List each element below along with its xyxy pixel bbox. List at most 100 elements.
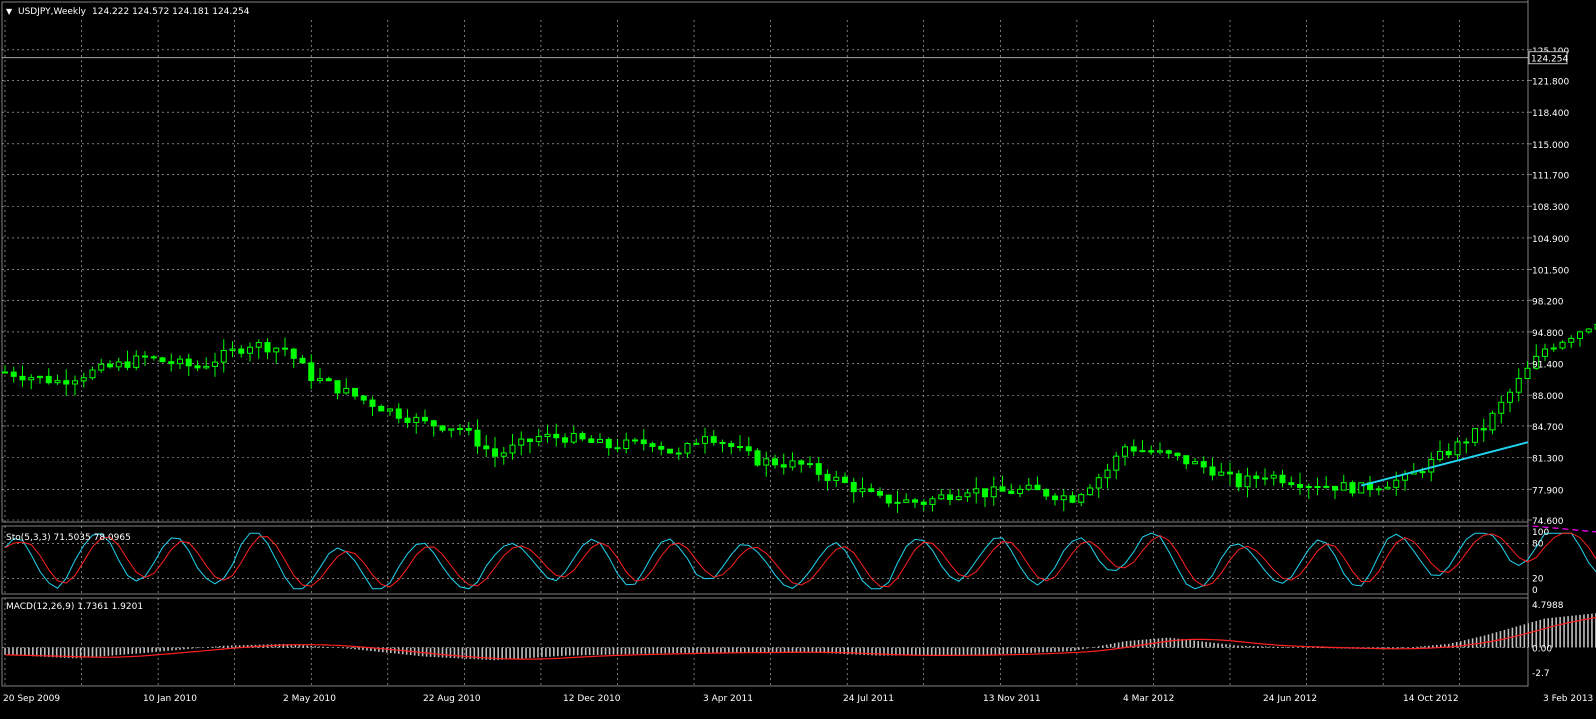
candle-body (789, 460, 796, 468)
candle-body (859, 488, 866, 493)
sto-signal-line (4, 532, 1596, 588)
candle-body (623, 439, 630, 450)
y-tick-label: 104.900 (1532, 235, 1569, 245)
candle-body (614, 447, 621, 450)
candle-body (150, 356, 157, 359)
macd-panel (2, 525, 1596, 661)
candle-body (1305, 486, 1312, 489)
y-tick-label: 94.800 (1532, 329, 1564, 339)
candle-body (588, 438, 595, 443)
candle-body (850, 481, 857, 493)
candle-body (1419, 471, 1426, 474)
candle-body (754, 450, 761, 466)
candle-body (710, 436, 717, 443)
candle-body (1025, 484, 1032, 490)
candle-body (1130, 446, 1137, 452)
candle-body (54, 380, 61, 384)
candle-body (1113, 455, 1120, 471)
candle-body (1472, 428, 1478, 443)
x-tick-label: 14 Oct 2012 (1403, 694, 1459, 704)
y-tick-label: 118.400 (1532, 109, 1569, 119)
candle-body (1148, 450, 1155, 453)
candle-body (1043, 489, 1050, 497)
candle-body (28, 377, 35, 381)
candle-body (877, 490, 883, 496)
candle-body (273, 347, 280, 353)
candle-body (474, 429, 481, 447)
candle-body (1463, 441, 1470, 444)
candle-body (89, 369, 96, 379)
candle-body (1279, 474, 1286, 484)
candle-body (19, 375, 26, 381)
sto-tick-label: 20 (1532, 574, 1544, 584)
candle-body (824, 473, 831, 481)
y-tick-label: 88.000 (1532, 392, 1564, 402)
candle-body (325, 378, 332, 382)
candle-body (964, 492, 971, 498)
price-candles (2, 57, 1596, 513)
trendlines[interactable] (1360, 0, 1596, 686)
candle-body (1515, 377, 1522, 393)
candle-body (1437, 450, 1443, 460)
candle-body (885, 494, 892, 504)
candle-body (1454, 441, 1461, 456)
macd-signal-line (4, 616, 1596, 660)
symbol-dropdown-icon[interactable]: ▼ (6, 7, 13, 16)
candle-body (492, 448, 498, 457)
candle-body (343, 387, 350, 394)
candle-body (1524, 367, 1531, 379)
x-tick-label: 2 May 2010 (283, 694, 336, 704)
grid-layer (1, 0, 1529, 687)
candle-body (1060, 495, 1067, 501)
candle-body (1288, 482, 1295, 486)
x-tick-label: 20 Sep 2009 (3, 694, 60, 704)
candle-body (920, 501, 927, 505)
candle-body (107, 363, 113, 368)
candle-body (308, 362, 315, 381)
macd-tick-label: -2.7 (1532, 669, 1550, 679)
candle-body (1577, 331, 1583, 339)
candle-body (1349, 482, 1356, 494)
candle-body (63, 380, 70, 385)
candle-body (728, 443, 735, 448)
candle-body (500, 452, 507, 457)
candle-body (290, 348, 297, 359)
candle-body (667, 448, 673, 454)
candle-body (1017, 488, 1023, 494)
candle-body (483, 445, 490, 450)
candle-body (378, 405, 385, 412)
candle-body (1297, 484, 1303, 488)
sto-tick-label: 100 (1532, 528, 1549, 538)
y-tick-label: 115.000 (1532, 141, 1569, 151)
x-tick-label: 3 Apr 2011 (703, 694, 753, 704)
candle-body (693, 442, 700, 445)
macd-tick-label: 4.7988 (1532, 601, 1564, 611)
candle-body (649, 443, 656, 447)
candle-body (255, 342, 262, 348)
candle-body (1200, 461, 1207, 468)
rising-trendline (1360, 441, 1529, 487)
candle-body (509, 444, 516, 454)
candle-body (133, 355, 140, 368)
sto-tick-label: 80 (1532, 540, 1544, 550)
candle-body (360, 395, 367, 401)
candle-body (465, 428, 472, 431)
chart-header: ▼ USDJPY,Weekly 124.222 124.572 124.181 … (6, 7, 250, 17)
axis-layer: 20 Sep 2009 10 Jan 2010 2 May 2010 22 Aug 2… (3, 47, 1593, 704)
x-tick-label: 22 Aug 2010 (423, 694, 481, 704)
candle-body (1533, 355, 1540, 369)
candle-body (247, 346, 253, 354)
candle-body (448, 428, 455, 431)
candle-body (1498, 401, 1505, 414)
candle-body (72, 380, 78, 385)
candle-body (1008, 490, 1015, 494)
candle-body (1209, 466, 1216, 476)
candle-body (229, 348, 236, 351)
candle-body (1078, 494, 1085, 503)
candle-body (369, 399, 376, 407)
candle-body (1358, 482, 1365, 494)
candle-body (212, 361, 218, 367)
candle-body (2, 371, 8, 374)
candle-body (1244, 475, 1251, 488)
